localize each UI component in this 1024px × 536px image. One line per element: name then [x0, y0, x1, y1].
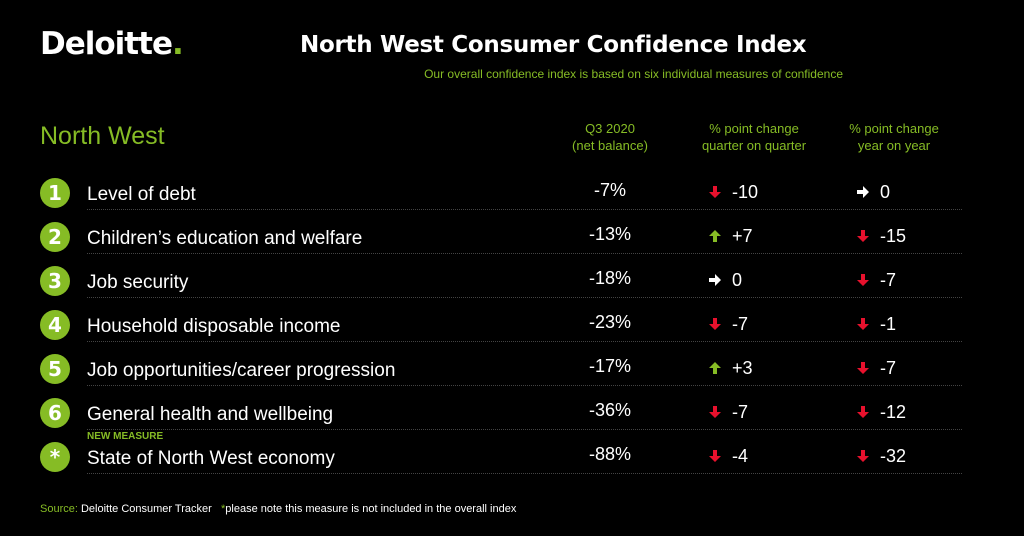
quarter-change-value: -10: [732, 181, 759, 202]
down-arrow-icon: [856, 449, 880, 463]
flat-arrow-icon: [856, 185, 880, 199]
net-balance-value: -13%: [588, 224, 632, 244]
down-arrow-icon: [708, 449, 732, 463]
down-arrow-icon: [856, 361, 880, 375]
row-number-badge: 6: [40, 398, 70, 428]
quarter-change: -10: [708, 180, 758, 204]
quarter-change-value: +7: [732, 225, 753, 246]
net-balance-value: -7%: [593, 180, 626, 200]
measure-label: Job security: [87, 272, 189, 293]
net-balance-value: -17%: [588, 356, 632, 376]
table-row: 6 General health and wellbeing -36% -7 -12: [0, 397, 1024, 441]
row-divider: [87, 297, 962, 298]
row-number-badge: 5: [40, 354, 70, 384]
year-change: -32: [856, 444, 906, 468]
year-change: 0: [856, 180, 890, 204]
row-number-badge: 1: [40, 178, 70, 208]
region-heading: North West: [40, 122, 165, 150]
row-number-badge: 2: [40, 222, 70, 252]
row-divider: [87, 253, 962, 254]
measure-label: Children’s education and welfare: [87, 228, 363, 249]
column-header-quarter-change: % point change quarter on quarter: [701, 121, 807, 153]
down-arrow-icon: [856, 317, 880, 331]
year-change: -15: [856, 224, 906, 248]
measure-label: Job opportunities/career progression: [87, 360, 396, 381]
quarter-change: +3: [708, 356, 753, 380]
page-subtitle: Our overall confidence index is based on…: [424, 67, 843, 81]
down-arrow-icon: [856, 405, 880, 419]
measure-label: State of North West economy: [87, 448, 335, 469]
down-arrow-icon: [856, 273, 880, 287]
deloitte-logo: Deloitte.: [40, 26, 184, 62]
row-divider: [87, 209, 962, 210]
year-change: -1: [856, 312, 896, 336]
net-balance-value: -88%: [588, 444, 632, 464]
measure-label: Household disposable income: [87, 316, 341, 337]
table-row: 5 Job opportunities/career progression -17…: [0, 353, 1024, 397]
up-arrow-icon: [708, 229, 732, 243]
row-divider: [87, 341, 962, 342]
year-change: -7: [856, 356, 896, 380]
net-balance-value: -36%: [588, 400, 632, 420]
page-title: North West Consumer Confidence Index: [300, 32, 807, 58]
year-change-value: -7: [880, 357, 897, 378]
up-arrow-icon: [708, 361, 732, 375]
quarter-change: +7: [708, 224, 753, 248]
measure-label: General health and wellbeing: [87, 404, 334, 425]
year-change-value: -15: [880, 225, 907, 246]
flat-arrow-icon: [708, 273, 732, 287]
row-divider: [87, 385, 962, 386]
column-header-year-change: % point change year on year: [849, 121, 939, 153]
year-change-value: 0: [880, 181, 891, 202]
table-row: 2 Children’s education and welfare -13% +7 -…: [0, 221, 1024, 265]
year-change-value: -1: [880, 313, 897, 334]
quarter-change-value: +3: [732, 357, 753, 378]
year-change-value: -7: [880, 269, 897, 290]
down-arrow-icon: [856, 229, 880, 243]
row-divider: [87, 473, 962, 474]
year-change: -12: [856, 400, 906, 424]
year-change: -7: [856, 268, 896, 292]
table-row: 3 Job security -18% 0 -7: [0, 265, 1024, 309]
quarter-change-value: -7: [732, 401, 749, 422]
quarter-change: 0: [708, 268, 742, 292]
net-balance-value: -18%: [588, 268, 632, 288]
table-row: 1 Level of debt -7% -10 0: [0, 177, 1024, 221]
row-divider: [87, 429, 962, 430]
quarter-change-value: -7: [732, 313, 749, 334]
quarter-change: -7: [708, 400, 748, 424]
year-change-value: -12: [880, 401, 907, 422]
row-number-badge: 4: [40, 310, 70, 340]
down-arrow-icon: [708, 317, 732, 331]
down-arrow-icon: [708, 185, 732, 199]
quarter-change-value: -4: [732, 445, 749, 466]
row-number-badge: 3: [40, 266, 70, 296]
year-change-value: -32: [880, 445, 907, 466]
column-header-net-balance: Q3 2020 (net balance): [572, 121, 648, 153]
new-measure-tag: NEW MEASURE: [87, 431, 164, 442]
row-number-badge: *: [40, 442, 70, 472]
footer-note: Source: Deloitte Consumer Tracker *pleas…: [40, 503, 517, 515]
measure-label: Level of debt: [87, 184, 196, 205]
down-arrow-icon: [708, 405, 732, 419]
table-row: 4 Household disposable income -23% -7 -1: [0, 309, 1024, 353]
table-row: * NEW MEASURE State of North West economy -…: [0, 431, 1024, 485]
net-balance-value: -23%: [588, 312, 632, 332]
quarter-change: -7: [708, 312, 748, 336]
quarter-change: -4: [708, 444, 748, 468]
quarter-change-value: 0: [732, 269, 743, 290]
